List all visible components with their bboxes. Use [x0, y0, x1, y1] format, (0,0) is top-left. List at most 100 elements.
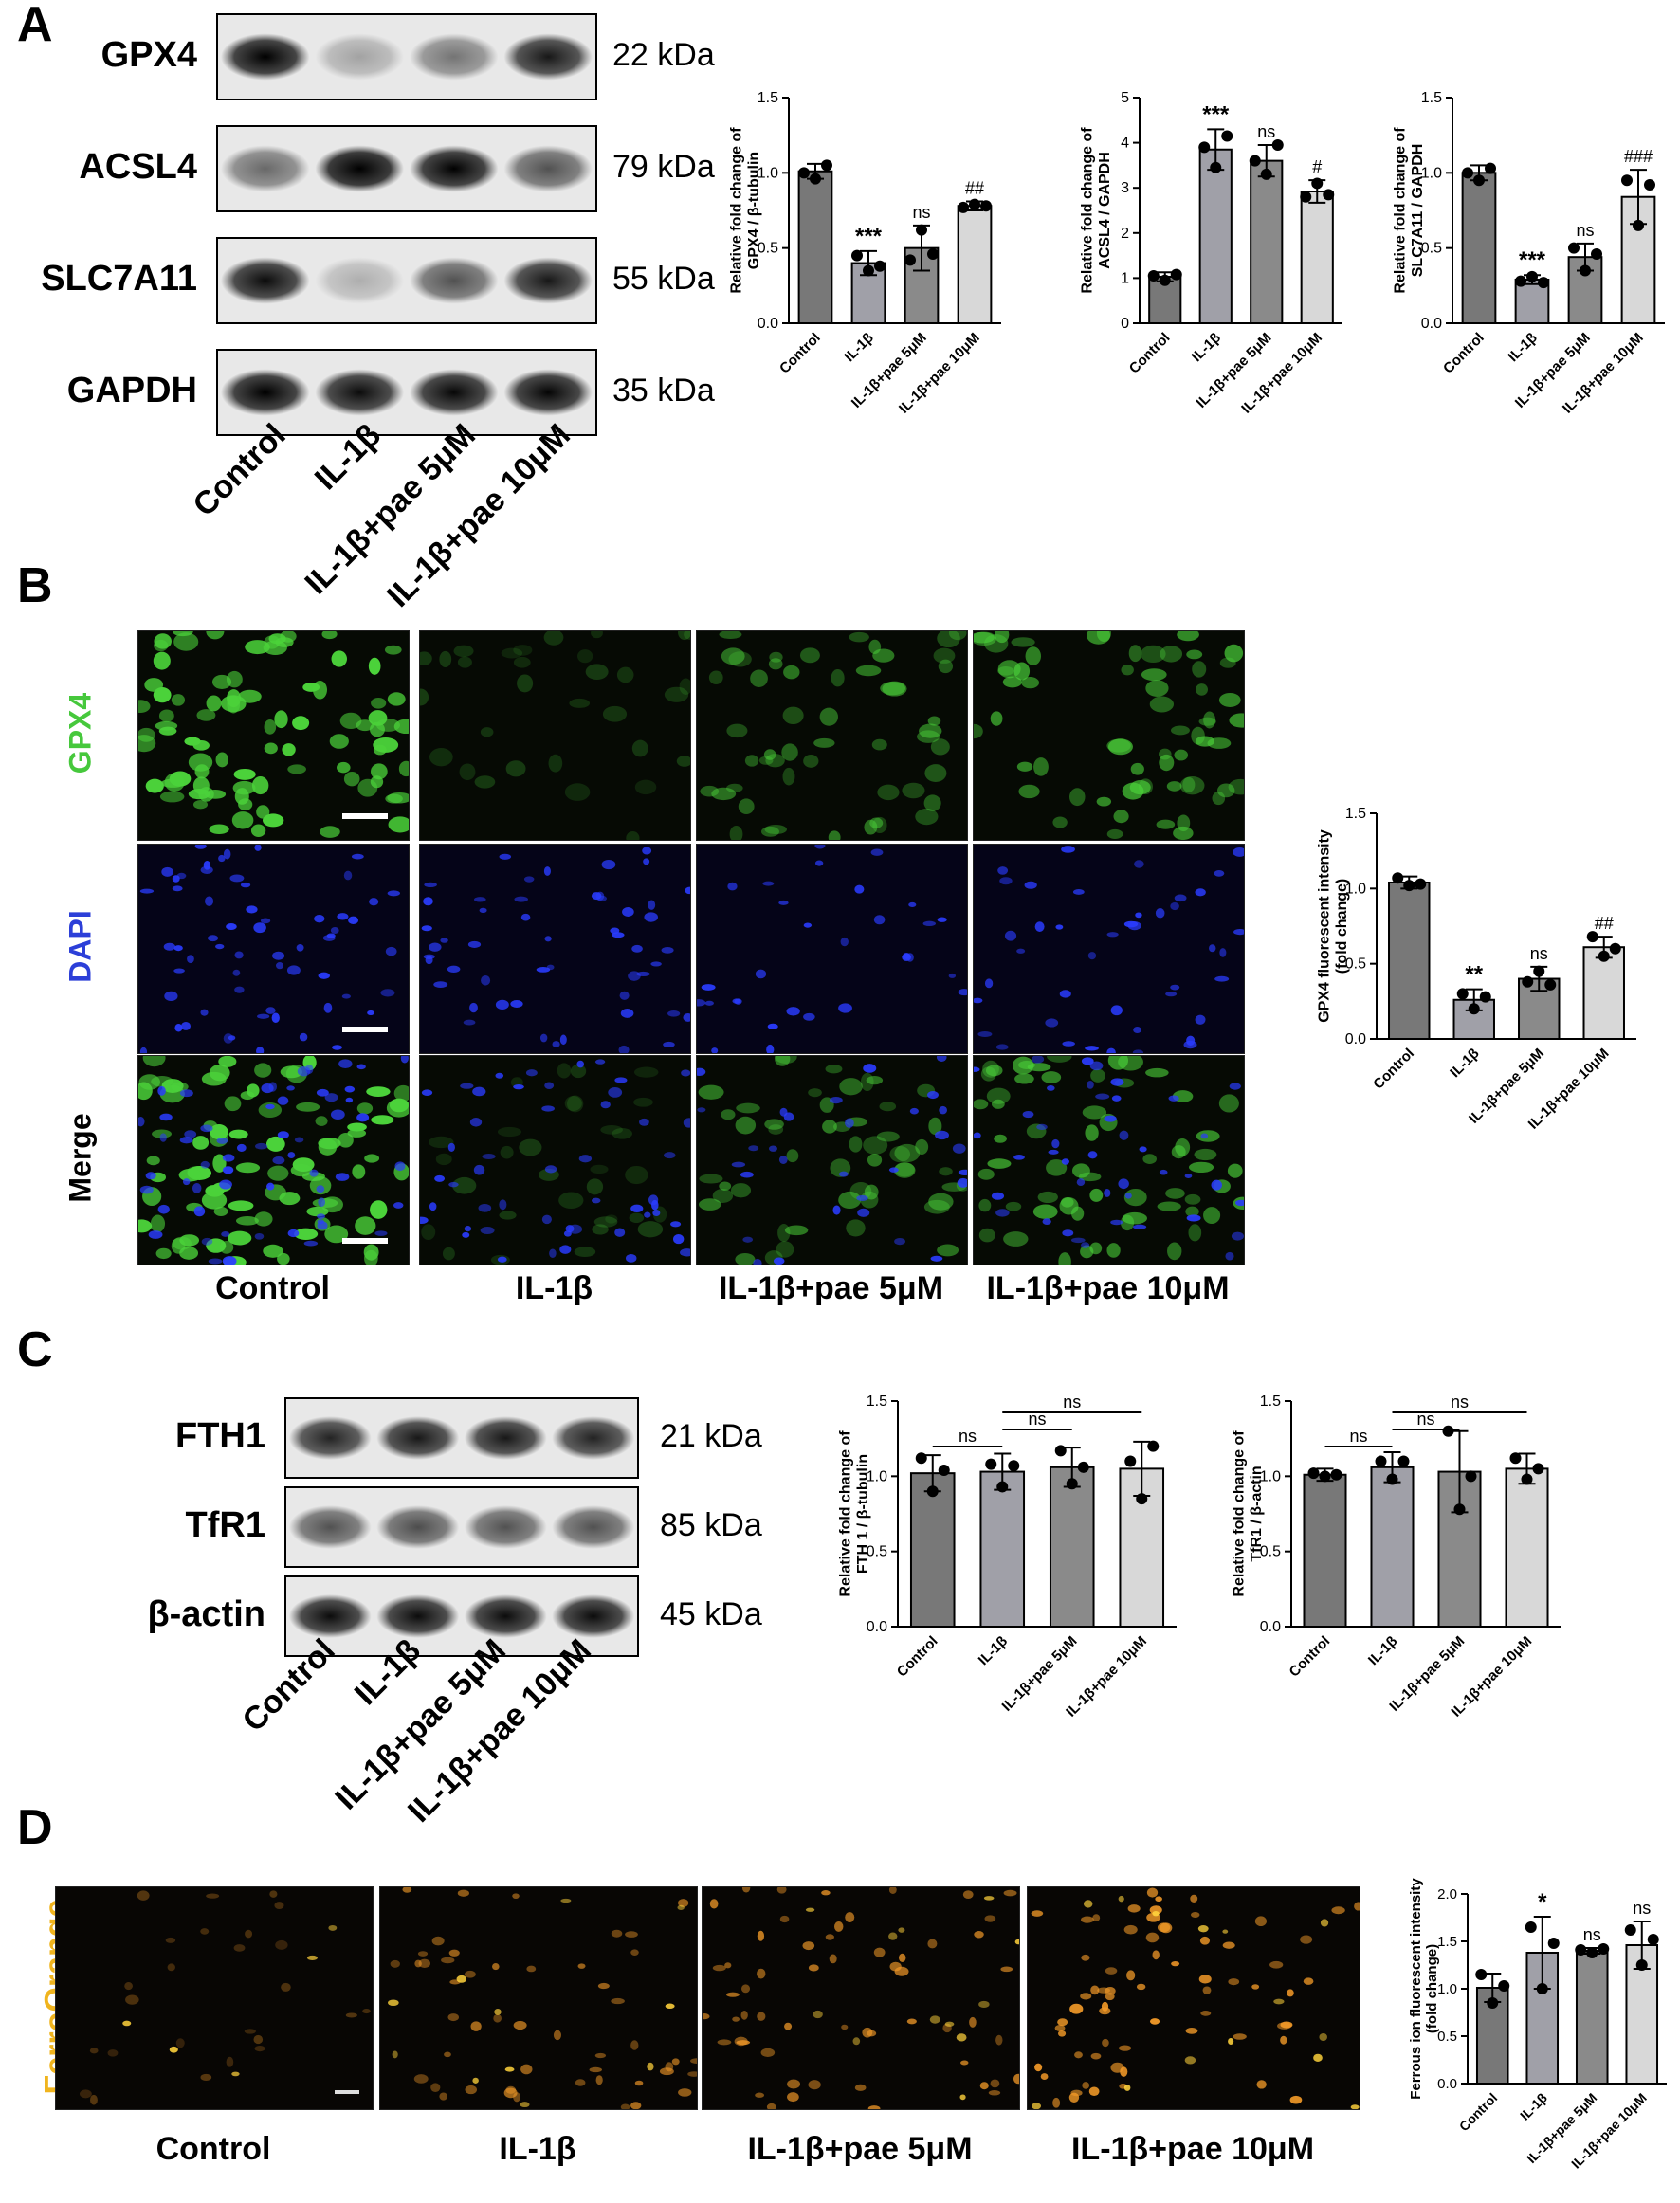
- significance-label: ###: [1624, 147, 1653, 166]
- blot-band: [315, 369, 405, 416]
- data-point: [1624, 1924, 1636, 1936]
- micrograph-cells: [700, 631, 967, 840]
- data-point: [1509, 1452, 1522, 1465]
- data-point: [1522, 975, 1534, 988]
- error-bar: [1533, 1916, 1551, 1990]
- blot-bands-2: [288, 1594, 635, 1638]
- blot-band: [409, 33, 499, 81]
- ferro-micrograph-2: [702, 1886, 1020, 2110]
- blot-band: [464, 1505, 547, 1549]
- y-axis-label: Relative fold change ofFTH 1 / β-tubulin: [838, 1430, 871, 1597]
- y-tick-label: 1.0: [1345, 881, 1366, 897]
- y-tick-label: 1.5: [1421, 90, 1442, 106]
- y-tick-label: 1.0: [867, 1468, 887, 1484]
- significance-label: ns: [1576, 221, 1594, 240]
- blot-band: [220, 33, 310, 81]
- data-point: [1644, 179, 1655, 191]
- error-bar: [1470, 164, 1488, 182]
- data-point: [1536, 1983, 1548, 1994]
- chart-tfr1-blot: 0.0 0.5 1.0 1.5 Relative fold change ofTfR1 …: [1232, 1393, 1561, 1721]
- micrograph-1-1: [419, 844, 691, 1054]
- blot-band: [376, 1416, 460, 1460]
- significance-label: #: [1312, 157, 1322, 176]
- error-bar: [1595, 936, 1613, 959]
- data-point: [1515, 275, 1526, 287]
- error-bar: [1133, 1440, 1151, 1497]
- data-point: [1487, 1997, 1499, 2009]
- significance-label: ***: [1519, 247, 1546, 273]
- ferro-column-label-3: IL-1β+pae 10μM: [1070, 2131, 1315, 2167]
- y-tick-label: 0.5: [1437, 2029, 1457, 2045]
- blot-band: [288, 1505, 372, 1549]
- ferro-micrograph-1: [379, 1886, 698, 2110]
- data-point: [1591, 248, 1602, 261]
- data-point: [1319, 1470, 1331, 1483]
- blot-band: [464, 1594, 547, 1638]
- y-tick-label: 3: [1121, 180, 1129, 196]
- data-point: [1621, 174, 1633, 187]
- data-point: [985, 1458, 997, 1470]
- x-tick-label: IL-1β: [1447, 1046, 1482, 1081]
- y-tick-label: 0.5: [1260, 1544, 1281, 1560]
- blot-image-0: [284, 1397, 639, 1479]
- error-bar: [923, 1454, 941, 1493]
- y-tick-label: 5: [1121, 90, 1129, 106]
- group-label-2: IL-1β+pae 5μM: [298, 417, 483, 602]
- blot-band: [503, 257, 593, 304]
- blot-band: [503, 33, 593, 81]
- blot-band: [288, 1416, 372, 1460]
- blot-kda-2: 55 kDa: [612, 261, 715, 297]
- blot-kda-1: 79 kDa: [612, 149, 715, 185]
- data-point: [874, 260, 886, 272]
- y-tick-label: 4: [1121, 136, 1129, 152]
- data-point: [1453, 1503, 1466, 1516]
- chart-gpx4-fluorescence: 0.0 0.5 1.0 1.5 GPX4 fluorescent intensity(f…: [1317, 806, 1636, 1133]
- data-point: [1468, 1003, 1480, 1015]
- column-label-2: IL-1β+pae 5μM: [718, 1270, 944, 1306]
- data-point: [1386, 1473, 1398, 1485]
- chart-fth1-blot: 0.0 0.5 1.0 1.5 Relative fold change ofFTH 1…: [838, 1393, 1177, 1721]
- blot-label-2: β-actin: [147, 1594, 265, 1634]
- micrograph-2-0: [137, 1055, 410, 1265]
- y-tick-label: 0.5: [867, 1544, 887, 1560]
- data-point: [1568, 242, 1580, 254]
- data-point: [1147, 270, 1160, 282]
- error-bar: [1063, 1447, 1081, 1488]
- data-point: [1008, 1460, 1020, 1472]
- x-tick-label: IL-1β: [976, 1633, 1011, 1668]
- micrograph-2-3: [973, 1055, 1245, 1265]
- data-point: [1300, 191, 1312, 203]
- data-point: [1249, 155, 1261, 167]
- ferro-micrograph-3: [1027, 1886, 1360, 2110]
- y-tick-label: 0: [1121, 316, 1129, 332]
- data-point: [1521, 1473, 1533, 1485]
- blot-band: [552, 1416, 635, 1460]
- y-axis-label: Relative fold change ofTfR1 / β-actin: [1232, 1430, 1265, 1597]
- x-tick-label: Control: [1440, 330, 1488, 377]
- bar: [1370, 1466, 1415, 1628]
- blot-bands-1: [288, 1505, 635, 1549]
- chart-slc7a11-blot: 0.0 0.5 1.0 1.5 Relative fold change ofSLC7A…: [1393, 90, 1665, 417]
- error-bar: [994, 1452, 1012, 1491]
- data-point: [1586, 1947, 1598, 1958]
- data-point: [1547, 1938, 1560, 1949]
- micrograph-1-0: [137, 844, 410, 1054]
- x-tick-label: IL-1β: [1189, 330, 1224, 365]
- data-point: [969, 198, 980, 210]
- blot-kda-0: 21 kDa: [660, 1418, 762, 1454]
- data-point: [798, 167, 810, 179]
- y-axis-label: Relative fold change ofSLC7A11 / GAPDH: [1393, 127, 1426, 294]
- column-label-3: IL-1β+pae 10μM: [986, 1270, 1230, 1306]
- data-point: [916, 224, 927, 236]
- x-tick-label: Control: [1456, 2090, 1501, 2135]
- column-label-0: Control: [215, 1270, 330, 1306]
- data-point: [1498, 1980, 1510, 1992]
- data-point: [1271, 138, 1284, 151]
- micrograph-cells: [420, 1059, 690, 1265]
- error-bar: [1633, 1921, 1651, 1970]
- bar: [1582, 946, 1625, 1040]
- ferro-cells: [1031, 1887, 1360, 2109]
- blot-bands-3: [220, 369, 593, 416]
- bracket-label: ns: [1349, 1427, 1367, 1446]
